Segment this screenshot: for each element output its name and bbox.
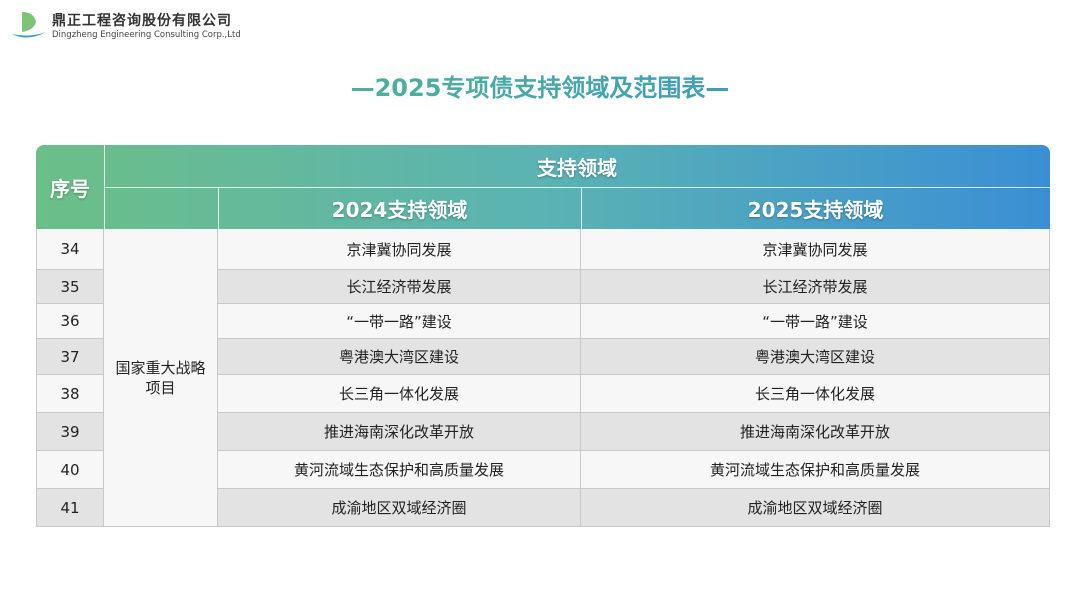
category-cell: 国家重大战略项目 xyxy=(104,229,218,527)
row-index: 35 xyxy=(36,270,104,303)
row-2024: 粤港澳大湾区建设 xyxy=(218,339,581,374)
row-2025: “一带一路”建设 xyxy=(581,304,1050,338)
table-row: 41 成渝地区双域经济圈 成渝地区双域经济圈 xyxy=(36,489,1050,527)
row-2025: 推进海南深化改革开放 xyxy=(581,413,1050,450)
row-index: 41 xyxy=(36,489,104,526)
header-2024: 2024支持领域 xyxy=(331,197,468,222)
table-row: 35 长江经济带发展 长江经济带发展 xyxy=(36,270,1050,304)
logo-icon xyxy=(12,12,46,38)
header-group: 支持领域 xyxy=(537,155,617,180)
row-2024: 京津冀协同发展 xyxy=(218,229,581,269)
row-index: 38 xyxy=(36,375,104,412)
row-2024: 推进海南深化改革开放 xyxy=(218,413,581,450)
table-row: 39 推进海南深化改革开放 推进海南深化改革开放 xyxy=(36,413,1050,451)
header-2025: 2025支持领域 xyxy=(747,197,884,222)
row-2025: 长三角一体化发展 xyxy=(581,375,1050,412)
row-index: 40 xyxy=(36,451,104,488)
row-2025: 粤港澳大湾区建设 xyxy=(581,339,1050,374)
header-index: 序号 xyxy=(50,176,90,201)
table-row: 37 粤港澳大湾区建设 粤港澳大湾区建设 xyxy=(36,339,1050,375)
row-2024: 黄河流域生态保护和高质量发展 xyxy=(218,451,581,488)
row-2024: 长江经济带发展 xyxy=(218,270,581,303)
page-title: —2025专项债支持领域及范围表— xyxy=(0,68,1080,103)
row-index: 37 xyxy=(36,339,104,374)
table-row: 40 黄河流域生态保护和高质量发展 黄河流域生态保护和高质量发展 xyxy=(36,451,1050,489)
row-index: 36 xyxy=(36,304,104,338)
support-table: 序号 支持领域 2024支持领域 2025支持领域 34 京津冀协同发展 京津冀协同… xyxy=(36,145,1050,527)
divider xyxy=(218,187,219,229)
row-2025: 长江经济带发展 xyxy=(581,270,1050,303)
row-2025: 成渝地区双域经济圈 xyxy=(581,489,1050,526)
table-row: 34 京津冀协同发展 京津冀协同发展 xyxy=(36,229,1050,270)
company-logo: 鼎正工程咨询股份有限公司 Dingzheng Engineering Consu… xyxy=(10,8,241,42)
category-label: 国家重大战略项目 xyxy=(115,358,206,397)
row-2024: “一带一路”建设 xyxy=(218,304,581,338)
table-row: 36 “一带一路”建设 “一带一路”建设 xyxy=(36,304,1050,339)
table-header: 序号 支持领域 2024支持领域 2025支持领域 xyxy=(36,145,1050,229)
row-index: 34 xyxy=(36,229,104,269)
row-2025: 京津冀协同发展 xyxy=(581,229,1050,269)
row-2024: 成渝地区双域经济圈 xyxy=(218,489,581,526)
company-name-en: Dingzheng Engineering Consulting Corp.,L… xyxy=(52,30,241,40)
row-index: 39 xyxy=(36,413,104,450)
divider xyxy=(581,187,582,229)
row-2025: 黄河流域生态保护和高质量发展 xyxy=(581,451,1050,488)
table-row: 38 长三角一体化发展 长三角一体化发展 xyxy=(36,375,1050,413)
divider xyxy=(104,187,1050,188)
row-2024: 长三角一体化发展 xyxy=(218,375,581,412)
company-name-cn: 鼎正工程咨询股份有限公司 xyxy=(52,13,232,29)
